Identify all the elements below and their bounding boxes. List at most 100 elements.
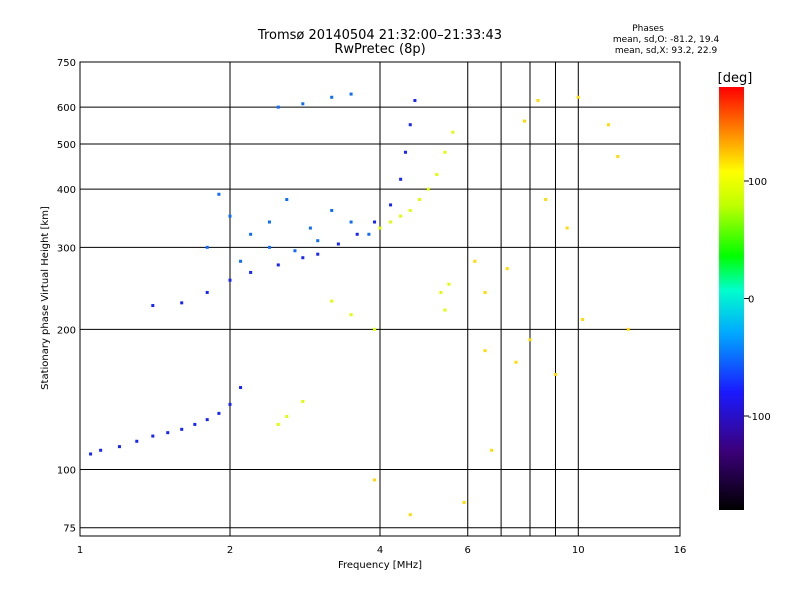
x-tick-label: 6 <box>465 545 471 556</box>
data-point <box>439 290 443 294</box>
colorbar-tick-label: 0 <box>748 295 754 306</box>
data-point <box>267 245 271 249</box>
data-point <box>490 448 494 452</box>
data-point <box>217 411 221 415</box>
plot-frame <box>79 61 681 537</box>
data-point <box>536 99 540 103</box>
data-point <box>413 99 417 103</box>
data-point <box>616 155 620 159</box>
data-point <box>483 290 487 294</box>
data-point <box>626 327 630 331</box>
data-point <box>193 422 197 426</box>
data-point <box>285 414 289 418</box>
y-axis-label: Stationary phase Virtual Height [km] <box>40 206 51 390</box>
data-point <box>330 95 334 99</box>
data-point <box>514 360 518 364</box>
data-point <box>462 500 466 504</box>
data-point <box>378 226 382 230</box>
data-point <box>565 226 569 230</box>
data-point <box>205 245 209 249</box>
data-point <box>330 299 334 303</box>
data-point <box>316 239 320 243</box>
data-point <box>117 445 121 449</box>
data-point <box>443 150 447 154</box>
data-point <box>205 418 209 422</box>
data-point <box>267 220 271 224</box>
data-point <box>443 308 447 312</box>
x-tick-label: 2 <box>227 545 233 556</box>
data-point <box>89 452 93 456</box>
data-point <box>180 427 184 431</box>
data-point <box>408 208 412 212</box>
data-point <box>135 439 139 443</box>
x-tick-label: 10 <box>572 545 585 556</box>
y-axis: 75 100 200 300 400 500 600 750 <box>57 58 76 535</box>
data-point <box>301 102 305 106</box>
y-tick-label: 100 <box>57 466 76 477</box>
data-point <box>276 422 280 426</box>
y-tick-label: 600 <box>57 103 76 114</box>
data-point <box>228 214 232 218</box>
data-point <box>308 226 312 230</box>
y-tick-label: 750 <box>57 58 76 69</box>
colorbar-label: [deg] <box>718 71 753 86</box>
data-point <box>523 119 527 123</box>
data-point <box>576 95 580 99</box>
y-tick-label: 300 <box>57 243 76 254</box>
data-point <box>239 386 243 390</box>
legend-line-o: mean, sd,O: -81.2, 19.4 <box>613 35 720 45</box>
data-point <box>316 252 320 256</box>
data-point <box>417 198 421 202</box>
data-point <box>249 270 253 274</box>
data-point <box>285 198 289 202</box>
chart-title: Tromsø 20140504 21:32:00–21:33:43 <box>257 28 502 43</box>
chart-subtitle: RwPretec (8p) <box>334 42 425 57</box>
y-tick-label: 500 <box>57 140 76 151</box>
data-point <box>389 220 393 224</box>
data-point <box>544 198 548 202</box>
data-point <box>301 256 305 260</box>
data-point <box>205 290 209 294</box>
data-point <box>373 478 377 482</box>
data-point <box>239 259 243 263</box>
data-point <box>293 249 297 253</box>
data-point <box>553 372 557 376</box>
y-tick-label: 75 <box>63 524 76 535</box>
legend-line-x: mean, sd,X: 93.2, 22.9 <box>615 46 718 56</box>
data-point <box>399 214 403 218</box>
colorbar-ticks: 100 0 -100 <box>744 177 771 423</box>
legend-title: Phases <box>632 24 664 34</box>
data-point <box>151 434 155 438</box>
data-point <box>355 232 359 236</box>
data-point <box>330 208 334 212</box>
data-point <box>151 304 155 308</box>
data-point <box>276 105 280 109</box>
data-point <box>426 187 430 191</box>
data-point <box>528 338 532 342</box>
x-tick-label: 4 <box>377 545 383 556</box>
data-point <box>483 349 487 353</box>
data-point <box>473 259 477 263</box>
x-tick-label: 16 <box>674 545 687 556</box>
data-point <box>276 263 280 267</box>
data-point <box>367 232 371 236</box>
colorbar-tick-label: -100 <box>748 412 771 423</box>
data-point <box>403 150 407 154</box>
data-point <box>217 192 221 196</box>
data-point <box>581 317 585 321</box>
data-point <box>228 278 232 282</box>
data-point <box>389 203 393 207</box>
data-point <box>435 173 439 177</box>
x-tick-label: 1 <box>77 545 83 556</box>
data-point <box>166 431 170 435</box>
data-point <box>399 177 403 181</box>
data-point <box>99 448 103 452</box>
data-point <box>249 232 253 236</box>
data-point <box>451 130 455 134</box>
y-tick-label: 200 <box>57 325 76 336</box>
x-axis: 1 2 4 6 10 16 <box>77 545 687 556</box>
data-point <box>408 123 412 127</box>
y-tick-label: 400 <box>57 185 76 196</box>
data-point <box>447 282 451 286</box>
